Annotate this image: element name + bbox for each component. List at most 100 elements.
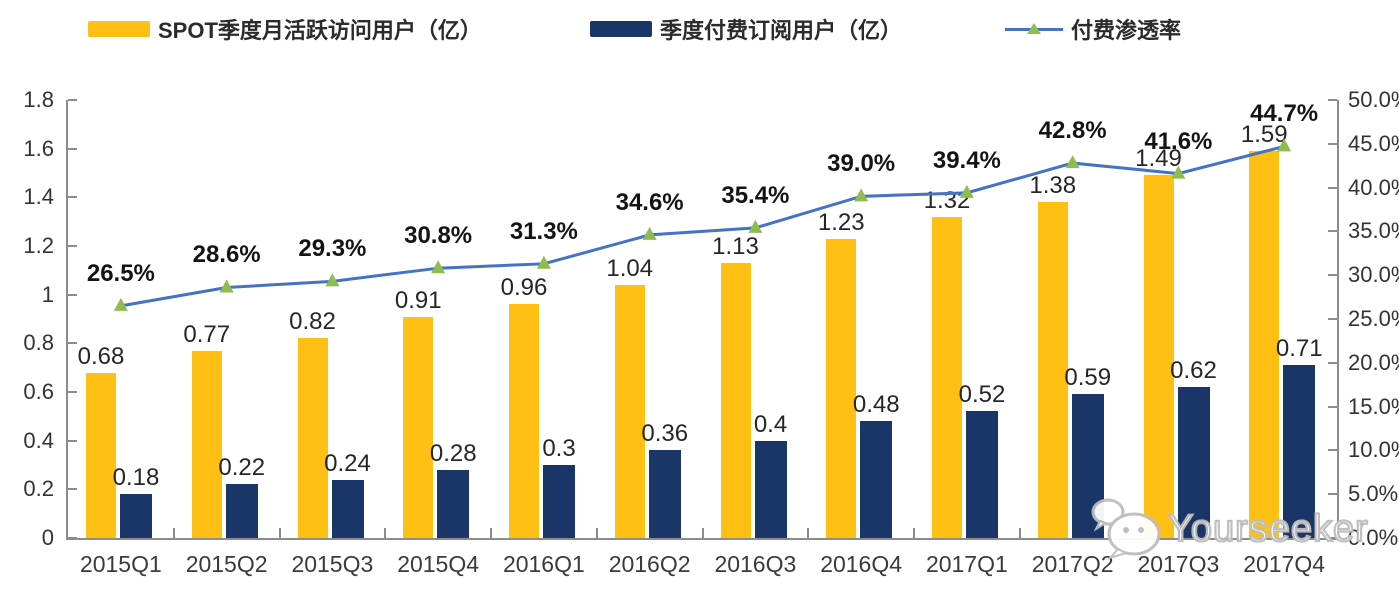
subs-bar — [860, 421, 893, 538]
x-axis-tick — [278, 528, 281, 538]
mau-bar-label: 0.91 — [394, 286, 442, 314]
penetration-label: 31.3% — [509, 217, 578, 245]
mau-bar — [191, 350, 222, 538]
legend-label-penetration: 付费渗透率 — [1071, 18, 1182, 43]
right-axis-tick-label: 40.0% — [1348, 174, 1399, 200]
penetration-label: 39.4% — [932, 146, 1001, 174]
right-axis-tick-label: 30.0% — [1348, 262, 1399, 288]
left-axis-tick — [68, 537, 77, 539]
subs-bar — [1283, 365, 1316, 538]
left-axis-tick-label: 0.2 — [23, 476, 54, 502]
right-axis-tick-label: 10.0% — [1348, 437, 1399, 463]
left-axis-tick-label: 0.8 — [23, 330, 54, 356]
left-axis-tick-label: 0 — [41, 525, 54, 550]
subs-bar-label: 0.24 — [324, 449, 371, 477]
left-axis-tick — [68, 245, 77, 247]
right-axis-tick — [1328, 230, 1337, 233]
mau-bar-label: 1.23 — [817, 208, 865, 236]
x-axis-tick — [913, 528, 915, 538]
subs-bar — [966, 411, 998, 538]
penetration-label: 42.8% — [1038, 117, 1107, 145]
subs-bar — [120, 494, 152, 538]
right-axis-tick-label: 20.0% — [1348, 349, 1399, 375]
left-axis-tick — [68, 391, 77, 393]
x-tick-label: 2016Q3 — [714, 551, 797, 577]
watermark: Yourseeker — [1088, 496, 1369, 562]
x-axis-tick — [1230, 528, 1233, 538]
left-axis-tick — [68, 342, 77, 345]
mau-bar-label: 1.13 — [712, 233, 759, 261]
mau-bar-label: 0.96 — [500, 274, 548, 302]
legend-label-subs: 季度付费订阅用户（亿） — [660, 18, 903, 43]
mau-bar — [86, 372, 116, 538]
legend-item-subs: 季度付费订阅用户（亿） — [590, 16, 903, 43]
mau-bar-label: 1.04 — [606, 254, 654, 282]
mau-bar-label: 0.77 — [183, 320, 231, 348]
right-axis — [1337, 100, 1339, 540]
penetration-label: 44.7% — [1250, 100, 1319, 128]
right-axis-tick-label: 0.0% — [1348, 525, 1399, 550]
left-axis-tick — [68, 196, 77, 199]
subs-bar-label: 0.18 — [112, 464, 160, 492]
mau-bar — [720, 263, 751, 538]
line-marker-swatch — [1005, 21, 1063, 37]
penetration-marker — [431, 260, 446, 274]
left-axis-tick-label: 1.6 — [23, 135, 54, 161]
left-axis-tick-label: 0.6 — [23, 379, 54, 404]
left-axis-tick-label: 1.8 — [23, 87, 54, 112]
x-axis-tick — [490, 528, 492, 538]
subs-bar-label: 0.59 — [1064, 364, 1112, 392]
x-tick-label: 2016Q1 — [502, 551, 585, 577]
mau-bar — [509, 304, 539, 538]
left-axis-tick-label: 0.4 — [23, 427, 54, 453]
mau-bar-label: 0.68 — [77, 342, 125, 370]
x-tick-label: 2015Q1 — [79, 551, 162, 577]
right-axis-tick — [1328, 99, 1337, 101]
x-axis-tick — [172, 528, 175, 538]
right-axis-tick-label: 5.0% — [1348, 481, 1399, 507]
penetration-label: 35.4% — [721, 181, 790, 209]
x-tick-label: 2017Q3 — [1137, 551, 1220, 577]
legend-item-mau: SPOT季度月活跃访问用户（亿） — [88, 16, 482, 43]
subs-bar-label: 0.62 — [1170, 357, 1217, 385]
left-axis — [66, 100, 68, 540]
x-tick-label: 2017Q2 — [1031, 551, 1114, 577]
wechat-icon — [1091, 498, 1161, 561]
subs-bar — [648, 450, 681, 538]
subs-bar — [225, 484, 258, 538]
mau-bar — [826, 238, 857, 538]
legend-label-mau: SPOT季度月活跃访问用户（亿） — [158, 18, 482, 43]
subs-bar-label: 0.71 — [1275, 335, 1323, 363]
penetration-marker — [113, 297, 128, 311]
subs-bar — [543, 465, 575, 538]
x-tick-label: 2017Q4 — [1243, 551, 1326, 577]
right-axis-tick — [1328, 318, 1337, 320]
mau-bar-label: 1.38 — [1029, 172, 1077, 200]
right-axis-tick — [1328, 274, 1337, 277]
right-axis-tick-label: 50.0% — [1348, 87, 1399, 112]
left-axis-tick-label: 1.4 — [23, 184, 54, 210]
penetration-label: 41.6% — [1144, 127, 1213, 155]
right-axis-tick — [1328, 186, 1337, 189]
penetration-marker — [536, 255, 551, 269]
x-axis-tick — [701, 528, 704, 538]
penetration-marker — [642, 226, 657, 240]
x-tick-label: 2015Q4 — [397, 551, 480, 577]
subs-bar-label: 0.3 — [542, 435, 576, 462]
x-axis — [66, 538, 1339, 540]
x-tick-label: 2017Q1 — [925, 551, 1008, 577]
right-axis-tick-label: 25.0% — [1348, 306, 1399, 331]
right-axis-tick — [1328, 405, 1337, 408]
mau-bar — [614, 284, 645, 538]
penetration-marker — [325, 273, 340, 287]
penetration-marker — [219, 279, 234, 293]
mau-bar-label: 0.82 — [289, 308, 336, 336]
mau-bar-swatch — [88, 21, 150, 37]
left-axis-tick — [68, 439, 77, 442]
subs-bar-label: 0.4 — [753, 410, 788, 438]
left-axis-tick — [68, 147, 77, 150]
mau-bar — [403, 316, 434, 538]
left-axis-tick-label: 1 — [41, 281, 54, 307]
subs-bar-label: 0.36 — [641, 420, 689, 448]
